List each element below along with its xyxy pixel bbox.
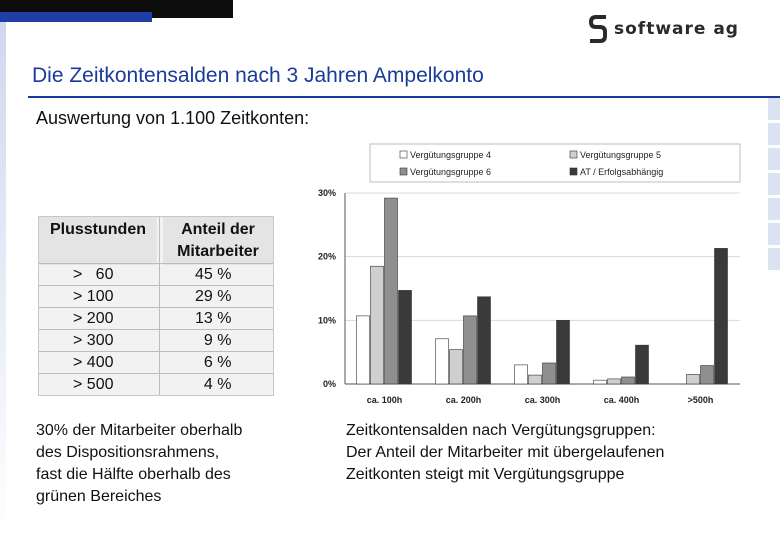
edge-tab <box>768 98 780 120</box>
side-tint <box>0 22 6 540</box>
bar <box>714 248 728 385</box>
bar <box>398 290 412 385</box>
table-header-share: Anteil der Mitarbeiter <box>163 217 273 265</box>
page-title: Die Zeitkontensalden nach 3 Jahren Ampel… <box>32 64 484 87</box>
x-tick-label: ca. 200h <box>446 395 482 405</box>
table-cell-share: 4 % <box>195 376 232 393</box>
table-row: > 60 45 % <box>39 263 273 286</box>
edge-tab <box>768 173 780 195</box>
table-cell-share: 29 % <box>195 288 232 305</box>
note-left: 30% der Mitarbeiter oberhalb des Disposi… <box>36 420 316 508</box>
subtitle: Auswertung von 1.100 Zeitkonten: <box>36 108 310 128</box>
legend-label: Vergütungsgruppe 5 <box>580 150 661 160</box>
x-tick-label: ca. 300h <box>525 395 561 405</box>
table-row: > 500 4 % <box>39 373 273 396</box>
legend-label: Vergütungsgruppe 6 <box>410 167 491 177</box>
table-cell-share: 6 % <box>195 354 232 371</box>
table-row: > 400 6 % <box>39 351 273 374</box>
title-rule <box>28 96 780 98</box>
bar <box>528 374 542 385</box>
note-line: Zeitkontensalden nach Vergütungsgruppen: <box>346 422 656 439</box>
bar <box>514 364 528 385</box>
bar <box>477 296 491 385</box>
bar <box>621 376 635 385</box>
logo-text: software ag <box>614 19 739 39</box>
plusstunden-table: Plusstunden Anteil der Mitarbeiter > 60 … <box>38 216 274 396</box>
note-line: fast die Hälfte oberhalb des <box>36 466 231 483</box>
logo-s-icon <box>588 15 607 43</box>
y-tick-label: 10% <box>318 315 336 325</box>
legend-label: AT / Erfolgsabhängig <box>580 167 663 177</box>
note-line: Zeitkonten steigt mit Vergütungsgruppe <box>346 466 625 483</box>
bar <box>556 320 570 385</box>
bar <box>370 265 384 385</box>
bar <box>463 315 477 385</box>
note-line: grünen Bereiches <box>36 488 162 505</box>
bar <box>686 374 700 385</box>
note-line: des Dispositionsrahmens, <box>36 444 220 461</box>
table-row: > 100 29 % <box>39 285 273 308</box>
top-bar-blue <box>0 12 152 22</box>
bar <box>635 344 649 385</box>
edge-tab <box>768 223 780 245</box>
table-cell-share: 45 % <box>195 266 232 283</box>
legend-label: Vergütungsgruppe 4 <box>410 150 491 160</box>
legend-swatch <box>569 150 578 159</box>
bar-chart: 0% 10% 20% 30% ca. 100h ca. 200h ca. 300h ca. 4… <box>318 143 741 405</box>
note-line: 30% der Mitarbeiter oberhalb <box>36 422 243 439</box>
company-logo: software ag <box>588 14 739 44</box>
legend-swatch <box>399 167 408 176</box>
table-cell-hours: > 100 <box>73 288 114 305</box>
edge-tab <box>768 198 780 220</box>
legend-box <box>369 143 741 183</box>
y-tick-label: 0% <box>323 379 336 389</box>
table-cell-hours: > 300 <box>73 332 114 349</box>
table-cell-hours: > 500 <box>73 376 114 393</box>
y-tick-label: 20% <box>318 252 336 262</box>
right-edge-tabs <box>768 98 780 298</box>
table-cell-hours: > 400 <box>73 354 114 371</box>
table-divider <box>159 217 160 395</box>
table-header-hours: Plusstunden <box>39 217 157 265</box>
legend-swatch <box>399 150 408 159</box>
bar <box>542 362 556 385</box>
table-cell-share: 9 % <box>195 332 232 349</box>
x-tick-label: ca. 400h <box>604 395 640 405</box>
table-cell-hours: > 200 <box>73 310 114 327</box>
legend-swatch <box>569 167 578 176</box>
bar <box>384 197 398 385</box>
table-row: > 200 13 % <box>39 307 273 330</box>
x-tick-label: ca. 100h <box>367 395 403 405</box>
bar <box>435 338 449 385</box>
table-row: > 300 9 % <box>39 329 273 352</box>
x-tick-label: >500h <box>688 395 714 405</box>
note-line: Der Anteil der Mitarbeiter mit übergelau… <box>346 444 665 461</box>
bar <box>356 315 370 385</box>
bar <box>700 365 714 385</box>
note-right: Zeitkontensalden nach Vergütungsgruppen:… <box>346 420 766 486</box>
table-cell-hours: > 60 <box>73 266 114 283</box>
edge-tab <box>768 123 780 145</box>
y-tick-label: 30% <box>318 188 336 198</box>
edge-tab <box>768 148 780 170</box>
edge-tab <box>768 248 780 270</box>
bar <box>449 349 463 385</box>
bar <box>607 378 621 385</box>
bar <box>593 379 607 385</box>
table-cell-share: 13 % <box>195 310 232 327</box>
